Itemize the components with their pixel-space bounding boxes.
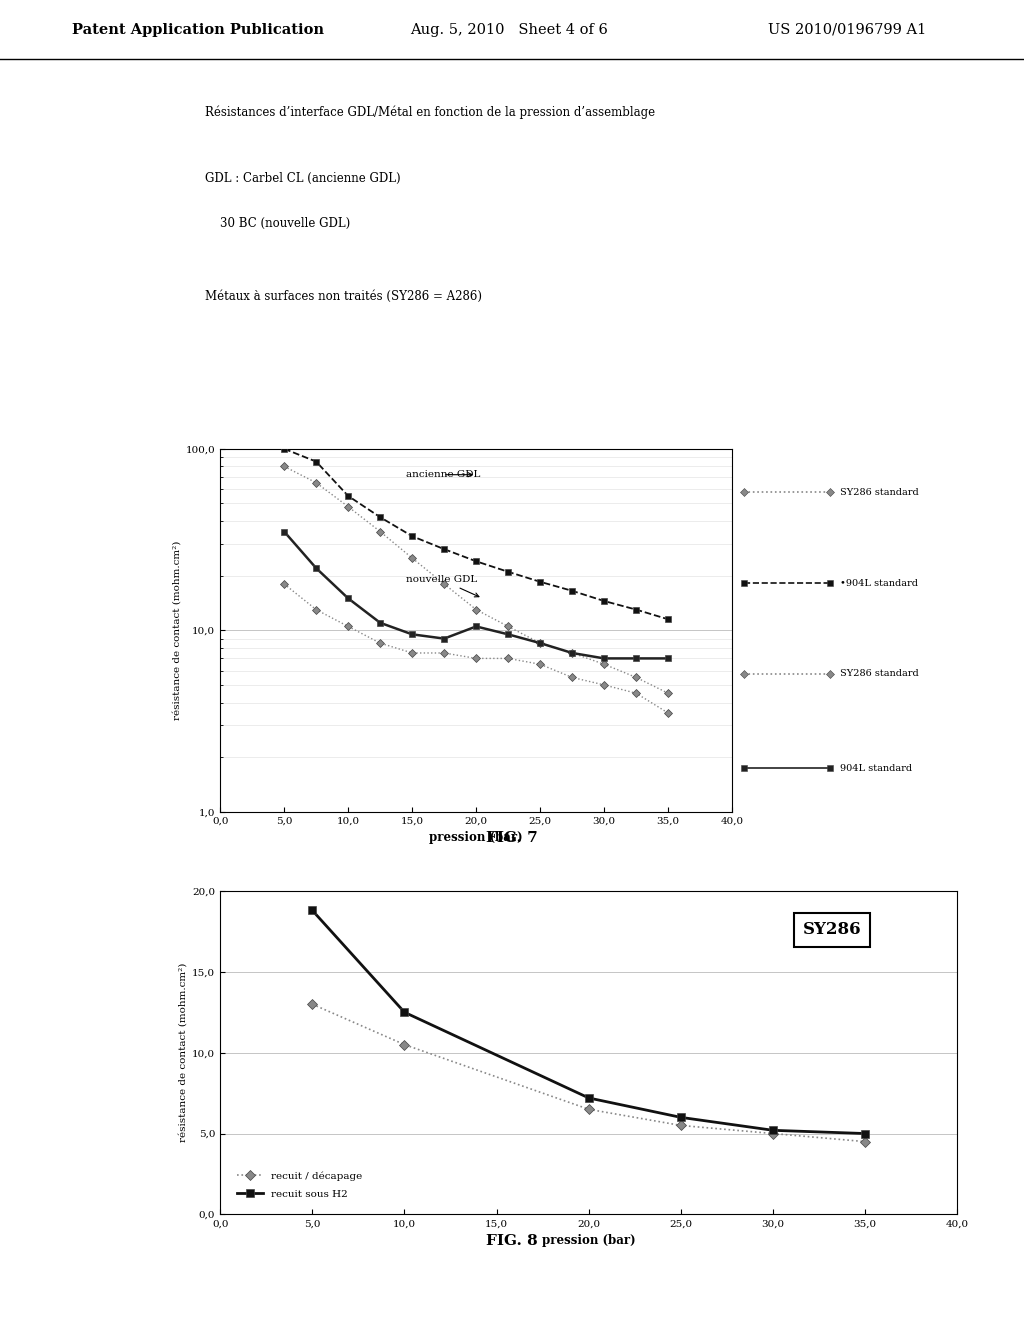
recuit sous H2 xyxy=(398,1005,411,1020)
recuit sous H2 xyxy=(767,1122,779,1138)
Text: nouvelle GDL: nouvelle GDL xyxy=(406,576,479,597)
recuit / décapage xyxy=(767,1126,779,1142)
Text: FIG. 8: FIG. 8 xyxy=(486,1234,538,1247)
Text: •904L standard: •904L standard xyxy=(841,578,919,587)
recuit sous H2 xyxy=(306,903,318,919)
X-axis label: pression (bar): pression (bar) xyxy=(429,832,523,845)
recuit / décapage xyxy=(583,1101,595,1117)
Line: recuit / décapage: recuit / décapage xyxy=(309,1001,868,1146)
Text: FIG. 7: FIG. 7 xyxy=(486,832,538,845)
Text: US 2010/0196799 A1: US 2010/0196799 A1 xyxy=(768,22,927,37)
recuit sous H2 xyxy=(583,1090,595,1106)
Text: GDL : Carbel CL (ancienne GDL): GDL : Carbel CL (ancienne GDL) xyxy=(205,172,400,185)
X-axis label: pression (bar): pression (bar) xyxy=(542,1234,636,1247)
Y-axis label: résistance de contact (mohm.cm²): résistance de contact (mohm.cm²) xyxy=(179,964,188,1142)
Text: 30 BC (nouvelle GDL): 30 BC (nouvelle GDL) xyxy=(205,216,350,230)
Line: recuit sous H2: recuit sous H2 xyxy=(308,907,869,1138)
Text: SY286 standard: SY286 standard xyxy=(841,488,920,496)
recuit / décapage xyxy=(306,997,318,1012)
Legend: recuit / décapage, recuit sous H2: recuit / décapage, recuit sous H2 xyxy=(232,1167,367,1203)
Text: Patent Application Publication: Patent Application Publication xyxy=(72,22,324,37)
Text: ancienne GDL: ancienne GDL xyxy=(406,470,480,479)
Text: Résistances d’interface GDL/Métal en fonction de la pression d’assemblage: Résistances d’interface GDL/Métal en fon… xyxy=(205,106,655,119)
Text: SY286 standard: SY286 standard xyxy=(841,669,920,678)
recuit / décapage xyxy=(398,1036,411,1052)
recuit / décapage xyxy=(859,1134,871,1150)
recuit sous H2 xyxy=(859,1126,871,1142)
Text: 904L standard: 904L standard xyxy=(841,764,912,772)
Text: Métaux à surfaces non traités (SY286 = A286): Métaux à surfaces non traités (SY286 = A… xyxy=(205,290,482,304)
recuit / décapage xyxy=(675,1118,687,1134)
Text: SY286: SY286 xyxy=(803,921,861,939)
Text: Aug. 5, 2010   Sheet 4 of 6: Aug. 5, 2010 Sheet 4 of 6 xyxy=(410,22,607,37)
recuit sous H2 xyxy=(675,1109,687,1125)
Y-axis label: résistance de contact (mohm.cm²): résistance de contact (mohm.cm²) xyxy=(172,541,181,719)
